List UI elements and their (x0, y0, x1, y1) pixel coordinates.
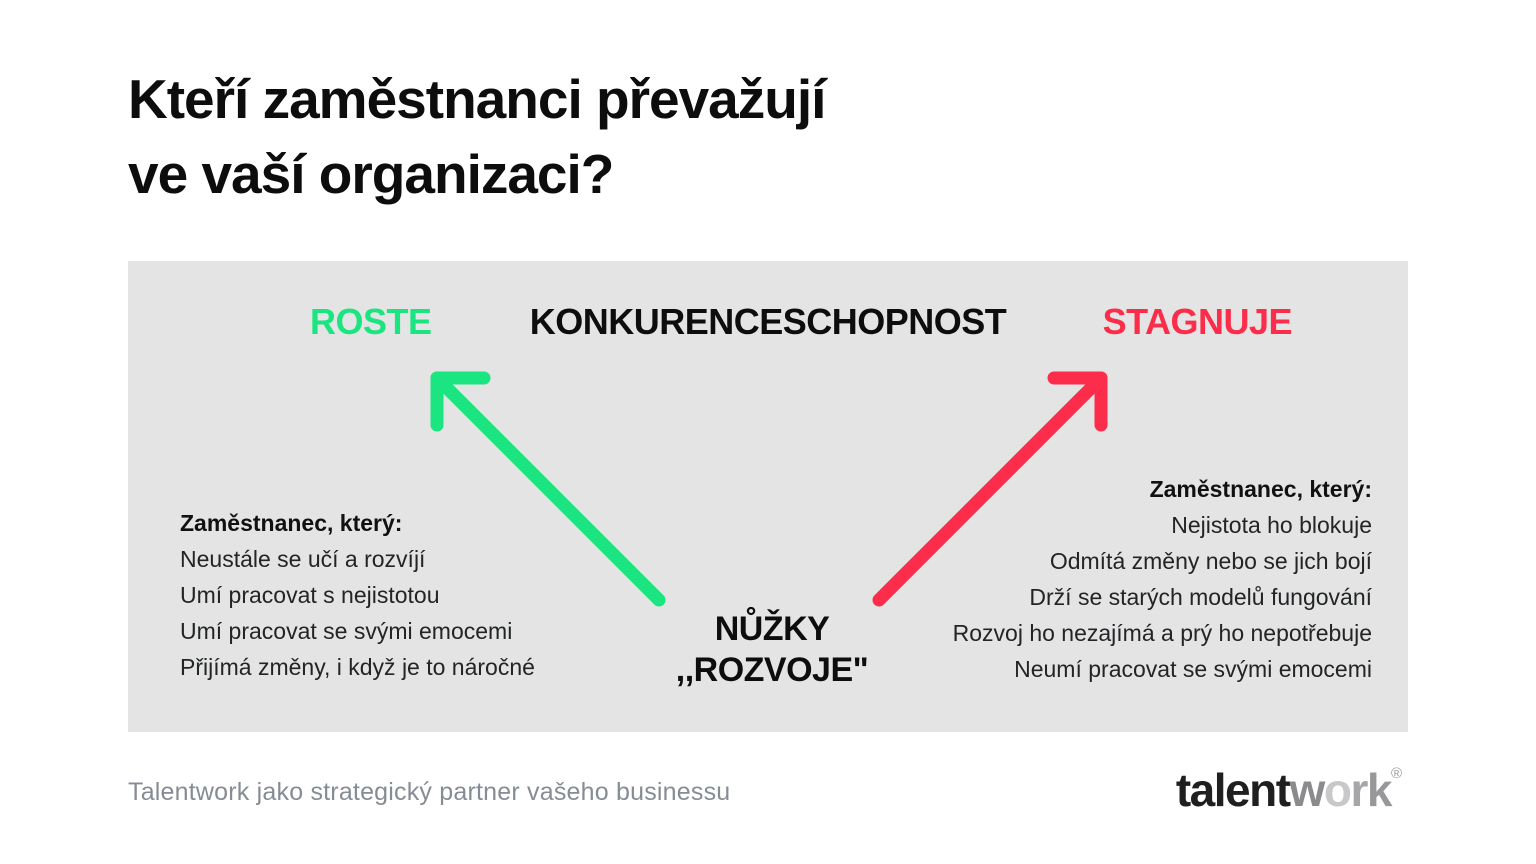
list-item: Drží se starých modelů fungování (1029, 584, 1372, 610)
list-item: Neumí pracovat se svými emocemi (1014, 656, 1372, 682)
logo-letter-k: k (1366, 764, 1393, 816)
development-scissors-line-1: NŮŽKY (714, 610, 830, 648)
list-item: Neustále se učí a rozvíjí (180, 546, 426, 572)
diagram-panel: ROSTE KONKURENCESCHOPNOST STAGNUJE Zaměs… (128, 261, 1408, 732)
logo-letter-o: o (1323, 764, 1352, 816)
page-title-line-1: Kteří zaměstnanci převažují (128, 68, 826, 130)
growth-employee-list: Zaměstnanec, který: Neustále se učí a ro… (180, 505, 535, 685)
talentwork-logo: talentwork® (1176, 763, 1402, 817)
logo-letter-w: w (1289, 764, 1326, 816)
page-title-line-2: ve vaší organizaci? (128, 143, 614, 205)
stagnation-employee-list: Zaměstnanec, který: Nejistota ho blokuje… (953, 471, 1372, 687)
axis-label-konkurenceschopnost: KONKURENCESCHOPNOST (529, 301, 1007, 342)
logo-letter-r: r (1350, 764, 1368, 816)
page-title: Kteří zaměstnanci převažují ve vaší orga… (128, 62, 826, 212)
list-item: Odmítá změny nebo se jich bojí (1049, 548, 1372, 574)
list-item: Umí pracovat se svými emocemi (180, 618, 513, 644)
development-scissors-label: NŮŽKY ,,ROZVOJE" (676, 609, 869, 691)
growth-list-heading: Zaměstnanec, který: (180, 510, 403, 536)
development-scissors-line-2: ,,ROZVOJE" (675, 651, 869, 689)
stagnation-list-heading: Zaměstnanec, který: (1149, 476, 1372, 502)
list-item: Nejistota ho blokuje (1171, 512, 1372, 538)
axis-label-stagnuje: STAGNUJE (1102, 301, 1293, 342)
footer-tagline: Talentwork jako strategický partner vaše… (128, 778, 731, 806)
registered-trademark-icon: ® (1390, 765, 1402, 782)
list-item: Přijímá změny, i když je to náročné (180, 654, 535, 680)
list-item: Rozvoj ho nezajímá a prý ho nepotřebuje (952, 620, 1372, 646)
logo-talent-segment: talent (1175, 764, 1291, 816)
list-item: Umí pracovat s nejistotou (180, 582, 440, 608)
axis-label-roste: ROSTE (310, 301, 432, 342)
